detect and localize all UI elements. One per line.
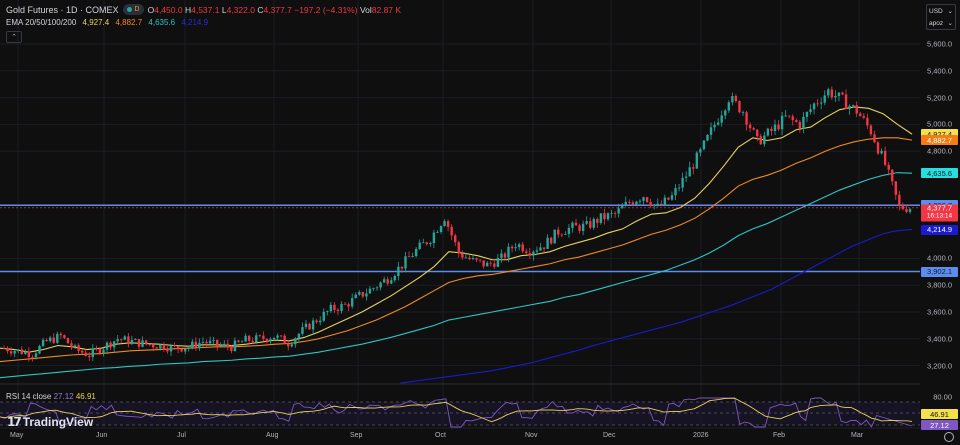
rsi-ma-value: 46.91 — [75, 392, 96, 401]
time-axis-label: Dec — [603, 432, 616, 439]
settings-gear-icon[interactable] — [944, 432, 954, 442]
last-price-tag: 4,377.7 16:13:14 — [921, 203, 958, 222]
currency-dropdown[interactable]: USD ⌄ — [927, 5, 955, 17]
open-value: 4,450.0 — [154, 4, 183, 15]
price-tag: 4,214.9 — [921, 224, 958, 235]
rsi-pane — [0, 397, 920, 428]
time-axis-label: May — [10, 432, 24, 439]
price-axis-label: 3,400.0 — [926, 334, 952, 344]
close-value: 4,377.7 — [263, 4, 292, 15]
symbol-title[interactable]: Gold Futures · 1D · COMEX — [6, 4, 119, 15]
candles — [2, 86, 912, 362]
horizontal-levels[interactable] — [0, 204, 920, 273]
time-axis-label: Oct — [435, 432, 446, 439]
time-axis-label: Sep — [350, 432, 363, 439]
low-label: L — [221, 4, 227, 15]
ohlc-values: O4,450.0 H4,537.1 L4,322.0 C4,377.7 −197… — [148, 5, 401, 15]
volume-value: 82.87 K — [371, 4, 402, 15]
rsi-value: 27.12 — [53, 392, 74, 401]
price-axis-label: 3,800.0 — [926, 280, 952, 290]
time-axis-label: Nov — [525, 432, 538, 439]
time-axis-label: Feb — [773, 432, 786, 439]
ema50-value: 4,882.7 — [115, 18, 143, 27]
price-axis-label: 5,600.0 — [926, 39, 952, 49]
tradingview-logo[interactable]: 𝟭𝟳 TradingView — [7, 415, 93, 429]
tradingview-logo-icon: 𝟭𝟳 — [7, 415, 22, 429]
price-axis-label: 4,800.0 — [926, 146, 952, 156]
price-axis-label: 3,600.0 — [926, 307, 952, 317]
chevron-up-icon: ⌃ — [11, 34, 17, 41]
interval-badge: D — [134, 6, 140, 13]
price-tag: 4,635.6 — [921, 168, 958, 179]
rsi-tag: 27.12 — [921, 420, 958, 430]
currency-value: USD — [929, 7, 943, 15]
ema-label: EMA 20/50/100/200 — [6, 18, 77, 27]
time-axis-label: Jun — [96, 432, 108, 439]
price-tag: 3,902.1 — [921, 266, 958, 277]
ema20-value: 4,927.4 — [82, 18, 110, 27]
change-value: −197.2 (−4.31%) — [294, 4, 358, 15]
open-label: O — [147, 4, 155, 15]
last-price-value: 4,377.7 — [926, 203, 953, 213]
symbol-legend: Gold Futures · 1D · COMEX D O4,450.0 H4,… — [6, 4, 401, 15]
ema200-value: 4,214.9 — [181, 18, 209, 27]
price-tag: 4,882.7 — [921, 135, 958, 146]
low-value: 4,322.0 — [226, 4, 255, 15]
bar-countdown: 16:13:14 — [926, 212, 953, 220]
ema100-value: 4,635.6 — [148, 18, 176, 27]
unit-value: арoz — [929, 19, 944, 27]
ema-legend[interactable]: EMA 20/50/100/200 4,927.4 4,882.7 4,635.… — [6, 18, 212, 27]
close-label: C — [257, 4, 264, 15]
price-axis-label: 4,000.0 — [926, 253, 952, 263]
tradingview-logo-text: TradingView — [22, 415, 94, 429]
ema-lines — [0, 106, 913, 384]
time-axis-label: Aug — [266, 432, 279, 439]
grid-lines — [0, 0, 920, 428]
time-axis-label: Jul — [177, 432, 186, 439]
high-label: H — [184, 4, 192, 15]
price-axis-label: 5,400.0 — [926, 66, 952, 76]
high-value: 4,537.1 — [191, 4, 220, 15]
rsi-ma-tag: 46.91 — [921, 409, 958, 419]
rsi-label: RSI 14 close — [6, 392, 52, 401]
rsi-axis-label: 80.00 — [933, 392, 952, 402]
currency-unit-selector[interactable]: USD ⌄ арoz ⌄ — [926, 4, 956, 30]
market-open-icon — [126, 7, 132, 12]
unit-dropdown[interactable]: арoz ⌄ — [927, 17, 955, 29]
volume-label: Vol — [359, 4, 372, 15]
time-axis-label: Mar — [851, 432, 864, 439]
collapse-legend-button[interactable]: ⌃ — [6, 31, 22, 43]
chevron-down-icon: ⌄ — [947, 8, 953, 15]
rsi-legend[interactable]: RSI 14 close 27.12 46.91 — [6, 392, 96, 401]
price-tag: 4,927.4 — [921, 129, 958, 140]
time-axis-label: 2026 — [693, 432, 709, 439]
chevron-down-icon: ⌄ — [947, 20, 953, 27]
price-axis-label: 5,200.0 — [926, 93, 952, 103]
price-axis-label: 3,200.0 — [926, 361, 952, 371]
market-status-badge[interactable]: D — [122, 4, 144, 15]
price-axis-label: 5,000.0 — [926, 119, 952, 129]
